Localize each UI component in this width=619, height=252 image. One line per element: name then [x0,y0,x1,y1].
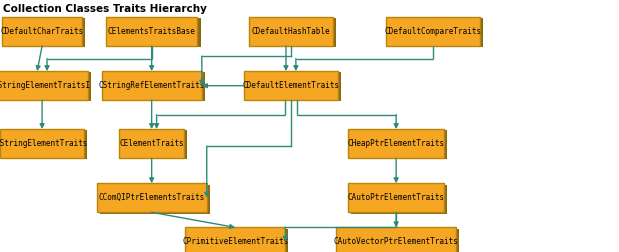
FancyBboxPatch shape [105,73,205,101]
FancyBboxPatch shape [102,71,202,100]
FancyBboxPatch shape [247,73,341,101]
FancyBboxPatch shape [100,184,210,214]
FancyBboxPatch shape [249,17,333,46]
FancyBboxPatch shape [106,17,197,46]
FancyBboxPatch shape [119,129,184,158]
Text: CHeapPtrElementTraits: CHeapPtrElementTraits [348,139,444,148]
FancyBboxPatch shape [348,183,444,212]
FancyBboxPatch shape [337,227,456,252]
Text: CElementTraits: CElementTraits [119,139,184,148]
FancyBboxPatch shape [188,229,288,252]
Text: Collection Classes Traits Hierarchy: Collection Classes Traits Hierarchy [3,4,207,14]
FancyBboxPatch shape [0,71,88,100]
Text: CDefaultCompareTraits: CDefaultCompareTraits [385,27,482,36]
FancyBboxPatch shape [253,18,336,47]
Text: CStringElementTraits: CStringElementTraits [0,139,89,148]
FancyBboxPatch shape [339,229,459,252]
FancyBboxPatch shape [2,17,82,46]
FancyBboxPatch shape [109,18,201,47]
FancyBboxPatch shape [244,71,338,100]
FancyBboxPatch shape [389,18,483,47]
FancyBboxPatch shape [4,131,87,160]
Text: CDefaultElementTraits: CDefaultElementTraits [243,81,339,90]
Text: CComQIPtrElementsTraits: CComQIPtrElementsTraits [98,193,205,202]
FancyBboxPatch shape [123,131,188,160]
Text: CStringElementTraitsI: CStringElementTraitsI [0,81,90,90]
FancyBboxPatch shape [185,227,285,252]
Text: CElementsTraitsBase: CElementsTraitsBase [108,27,196,36]
FancyBboxPatch shape [0,73,91,101]
FancyBboxPatch shape [97,183,207,212]
FancyBboxPatch shape [386,17,480,46]
FancyBboxPatch shape [352,184,447,214]
FancyBboxPatch shape [1,129,84,158]
Text: CDefaultCharTraits: CDefaultCharTraits [1,27,84,36]
FancyBboxPatch shape [352,131,447,160]
Text: CStringRefElementTraits: CStringRefElementTraits [98,81,205,90]
Text: CAutoPtrElementTraits: CAutoPtrElementTraits [348,193,444,202]
Text: CDefaultHashTable: CDefaultHashTable [251,27,331,36]
FancyBboxPatch shape [348,129,444,158]
FancyBboxPatch shape [5,18,85,47]
Text: CAutoVectorPtrElementTraits: CAutoVectorPtrElementTraits [334,237,459,246]
Text: CPrimitiveElementTraits: CPrimitiveElementTraits [182,237,288,246]
